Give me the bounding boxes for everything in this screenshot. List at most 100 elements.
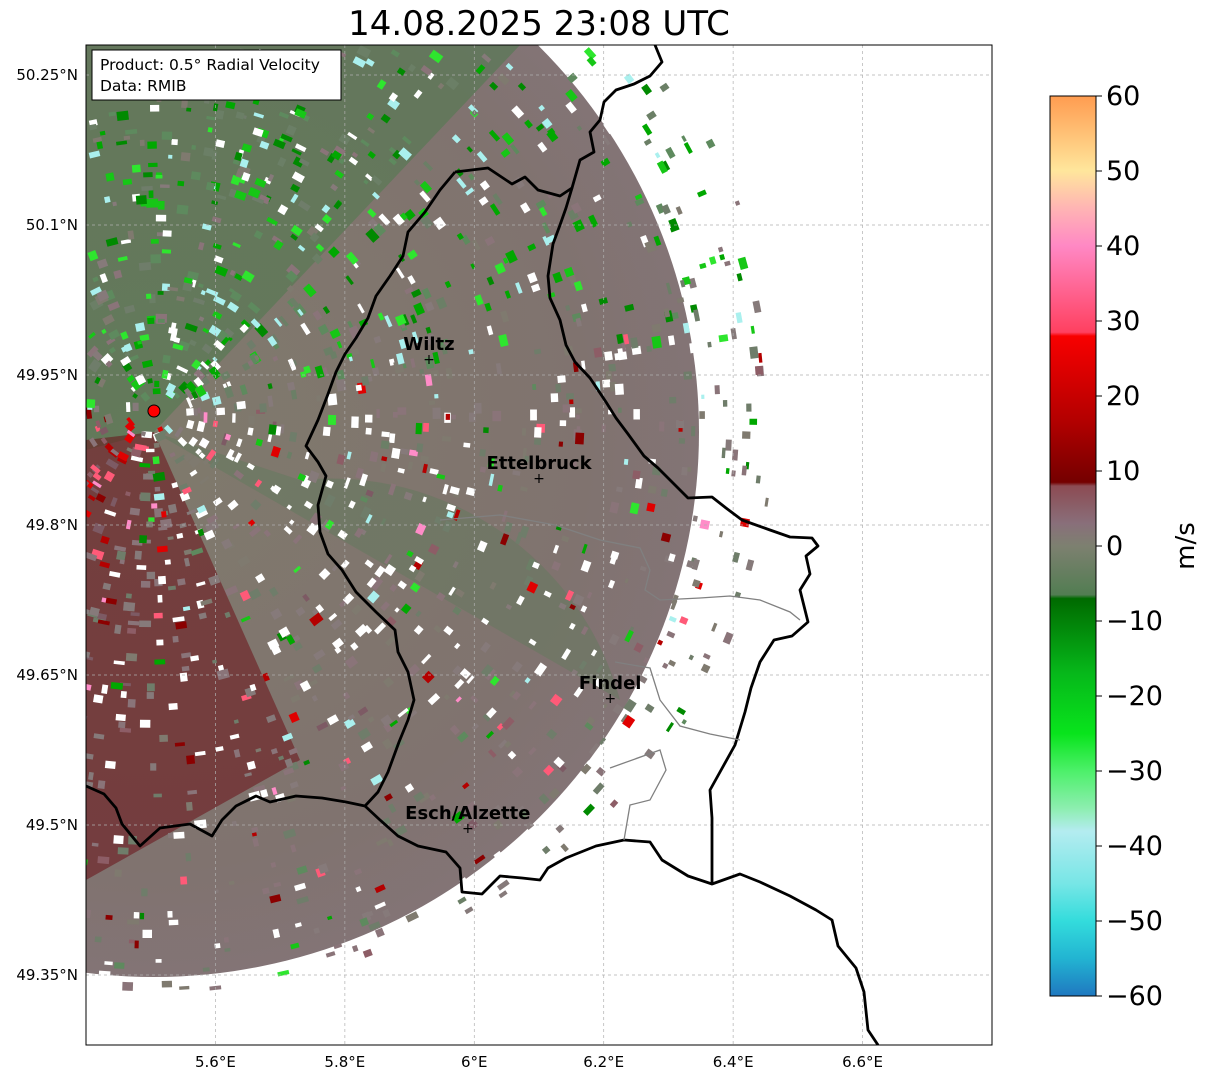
echo-speck: [332, 145, 346, 159]
echo-speck: [126, 416, 135, 427]
echo-speck: [124, 129, 138, 135]
echo-speck: [388, 358, 396, 366]
echo-speck: [248, 588, 262, 601]
echo-speck: [100, 437, 108, 445]
echo-speck: [643, 138, 652, 146]
echo-speck: [505, 603, 513, 611]
echo-speck: [197, 242, 205, 251]
echo-speck: [735, 312, 743, 324]
echo-speck: [290, 844, 297, 853]
echo-speck: [404, 286, 414, 295]
echo-speck: [335, 378, 347, 392]
echo-speck: [204, 359, 212, 366]
echo-speck: [89, 437, 98, 448]
echo-speck: [663, 308, 671, 318]
echo-speck: [392, 411, 398, 418]
echo-speck: [161, 249, 172, 254]
echo-speck: [129, 507, 141, 516]
echo-speck: [555, 383, 562, 393]
echo-speck: [234, 190, 247, 201]
echo-speck: [143, 473, 154, 480]
echo-speck: [607, 579, 616, 589]
echo-speck: [565, 304, 571, 312]
echo-speck: [141, 185, 153, 191]
echo-speck: [135, 195, 147, 205]
echo-speck: [338, 133, 351, 146]
echo-speck: [176, 532, 184, 539]
echo-speck: [186, 408, 194, 416]
echo-speck: [99, 273, 108, 284]
echo-speck: [331, 150, 342, 161]
echo-speck: [410, 358, 416, 368]
echo-speck: [480, 641, 491, 653]
echo-speck: [157, 291, 164, 295]
echo-speck: [515, 531, 523, 545]
colorbar-tick-label: −20: [1106, 681, 1163, 712]
echo-speck: [132, 392, 139, 399]
echo-speck: [362, 948, 373, 958]
echo-speck: [566, 72, 578, 84]
echo-speck: [407, 663, 421, 677]
echo-speck: [228, 288, 235, 293]
echo-speck: [574, 432, 585, 445]
echo-speck: [227, 499, 239, 511]
echo-speck: [100, 535, 110, 545]
echo-speck: [559, 420, 567, 427]
echo-speck: [456, 731, 469, 743]
echo-speck: [171, 482, 179, 489]
echo-speck: [634, 197, 645, 207]
echo-speck: [288, 711, 300, 724]
echo-speck: [582, 803, 595, 816]
echo-speck: [588, 742, 600, 755]
echo-speck: [623, 458, 629, 465]
echo-speck: [190, 547, 204, 556]
echo-speck: [126, 374, 136, 383]
echo-speck: [562, 404, 571, 413]
echo-speck: [429, 794, 437, 802]
echo-speck: [117, 847, 129, 855]
echo-speck: [428, 49, 444, 64]
echo-speck: [741, 465, 747, 476]
echo-speck: [326, 714, 340, 726]
echo-speck: [157, 318, 165, 323]
echo-speck: [194, 384, 207, 398]
echo-speck: [89, 606, 100, 617]
echo-speck: [208, 324, 222, 338]
echo-speck: [255, 747, 262, 753]
echo-speck: [135, 373, 147, 386]
echo-speck: [211, 150, 218, 161]
echo-speck: [228, 880, 235, 886]
echo-speck: [195, 581, 206, 587]
echo-speck: [590, 649, 598, 657]
echo-speck: [350, 604, 363, 616]
echo-speck: [538, 206, 548, 217]
echo-speck: [614, 352, 620, 361]
echo-speck: [147, 141, 157, 149]
echo-speck: [632, 470, 641, 480]
echo-speck: [586, 56, 597, 67]
echo-speck: [538, 793, 550, 805]
echo-speck: [550, 393, 559, 403]
echo-speck: [86, 399, 96, 409]
echo-speck: [350, 642, 359, 651]
echo-speck: [482, 713, 491, 722]
echo-speck: [484, 668, 496, 681]
echo-speck: [755, 475, 761, 484]
echo-speck: [294, 108, 307, 119]
echo-speck: [120, 355, 132, 367]
echo-speck: [175, 621, 188, 630]
colorbar-tick-label: −60: [1106, 981, 1163, 1012]
echo-speck: [440, 344, 448, 355]
echo-speck: [213, 255, 224, 264]
echo-speck: [252, 127, 264, 138]
echo-speck: [675, 206, 683, 215]
echo-speck: [561, 535, 570, 543]
echo-speck: [486, 325, 494, 336]
echo-speck: [471, 723, 480, 731]
echo-speck: [665, 146, 676, 159]
echo-speck: [86, 608, 90, 615]
echo-speck: [357, 727, 371, 741]
echo-speck: [223, 937, 230, 943]
echo-speck: [284, 758, 294, 768]
echo-speck: [141, 359, 154, 369]
